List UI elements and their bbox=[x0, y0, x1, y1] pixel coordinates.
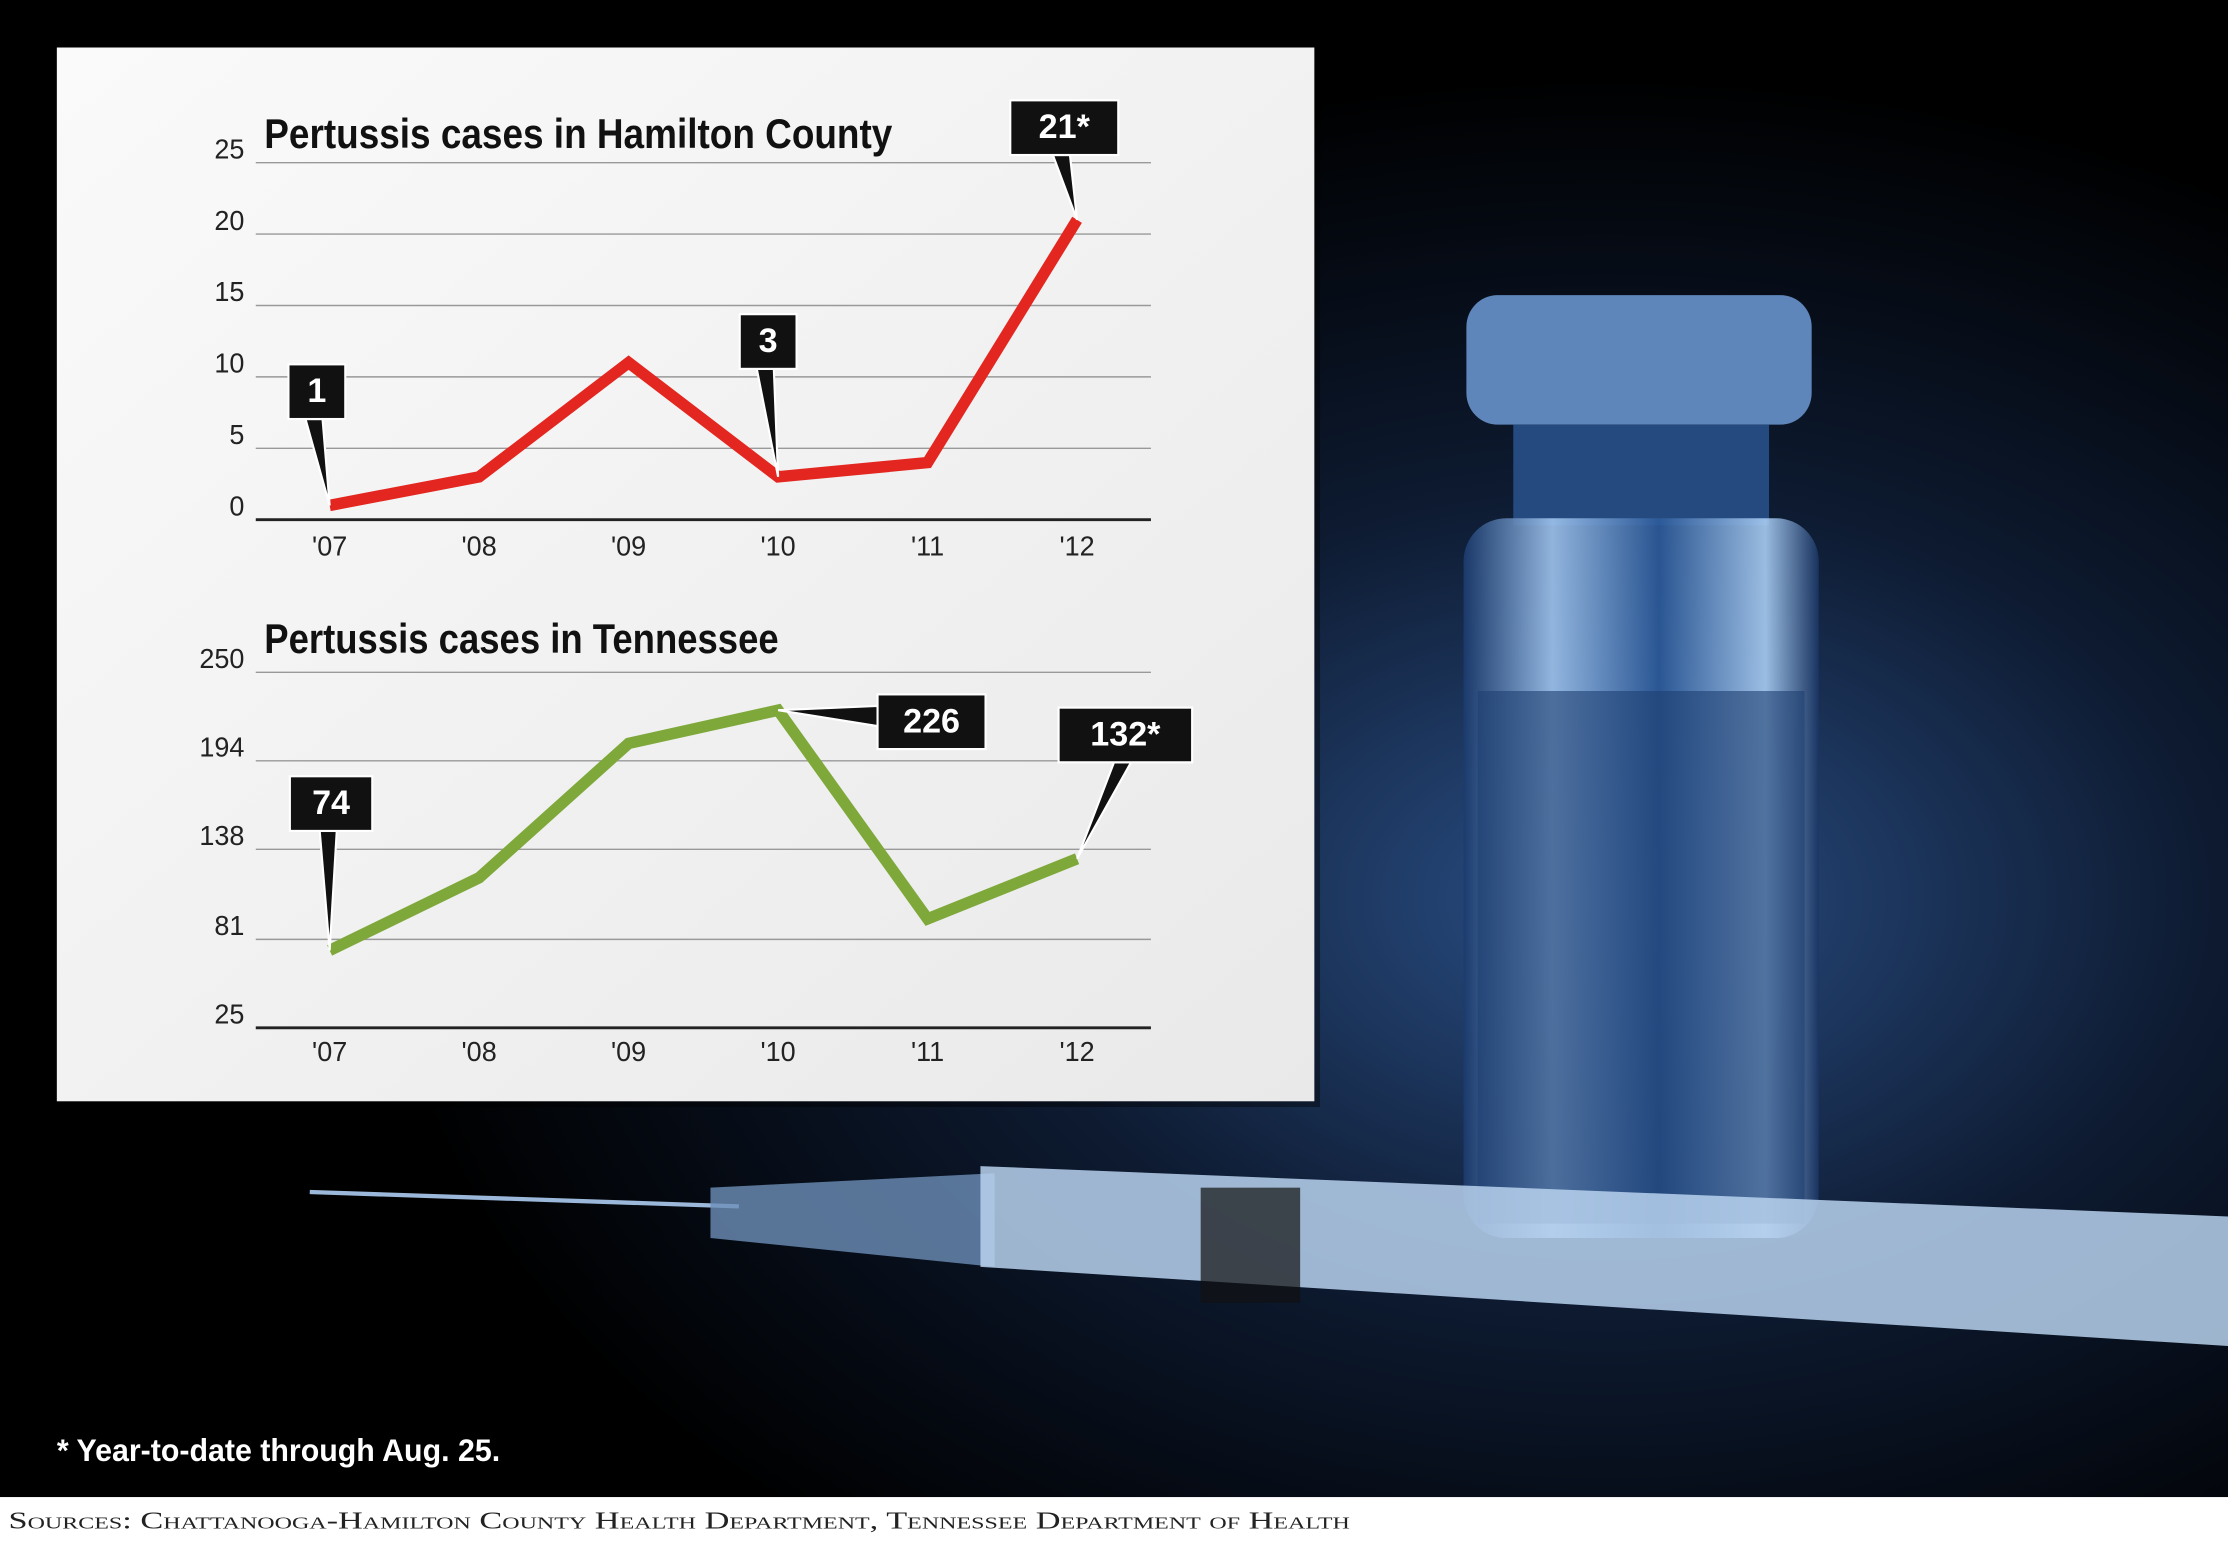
data-line bbox=[328, 216, 1082, 512]
y-tick-label: 15 bbox=[214, 276, 244, 307]
callout-box bbox=[876, 693, 987, 751]
value-label: 132* bbox=[1090, 715, 1161, 753]
callout-box bbox=[738, 313, 798, 370]
data-line bbox=[327, 703, 1080, 956]
footnote: * Year-to-date through Aug. 25. bbox=[57, 1433, 500, 1468]
value-label: 226 bbox=[903, 702, 960, 740]
x-tick-label: '10 bbox=[761, 1036, 796, 1067]
callout-box bbox=[288, 775, 374, 833]
x-tick-label: '08 bbox=[462, 531, 497, 562]
source-strip bbox=[0, 1497, 2228, 1549]
chart-title: Pertussis cases in Tennessee bbox=[264, 615, 778, 662]
callout-box bbox=[1009, 99, 1120, 157]
vial-photo bbox=[1463, 295, 1819, 1239]
chart-title: Pertussis cases in Hamilton County bbox=[264, 110, 892, 157]
callout: 21* bbox=[1009, 99, 1120, 221]
value-label: 3 bbox=[759, 322, 778, 360]
x-tick-label: '12 bbox=[1059, 1036, 1094, 1067]
source: Sources: Chattanooga-Hamilton County Hea… bbox=[9, 1508, 1350, 1535]
y-tick-label: 250 bbox=[199, 643, 244, 674]
callout-box bbox=[287, 363, 347, 421]
x-tick-label: '12 bbox=[1059, 531, 1094, 562]
x-tick-label: '11 bbox=[911, 531, 944, 562]
value-label: 74 bbox=[312, 784, 350, 822]
chart-panel bbox=[56, 47, 1315, 1102]
callout: 3 bbox=[738, 313, 798, 478]
syringe-photo bbox=[309, 1166, 2228, 1347]
callout: 226 bbox=[777, 693, 987, 751]
y-tick-label: 138 bbox=[199, 820, 244, 851]
callout: 132* bbox=[1057, 706, 1194, 860]
y-tick-label: 5 bbox=[229, 419, 244, 450]
x-tick-label: '10 bbox=[761, 531, 796, 562]
y-tick-label: 194 bbox=[199, 731, 244, 762]
x-tick-label: '11 bbox=[911, 1036, 944, 1067]
y-tick-label: 0 bbox=[229, 490, 244, 521]
x-tick-label: '07 bbox=[312, 531, 347, 562]
x-tick-label: '08 bbox=[462, 1036, 497, 1067]
x-tick-label: '09 bbox=[611, 1036, 646, 1067]
y-tick-label: 81 bbox=[214, 910, 244, 941]
y-tick-label: 25 bbox=[214, 998, 244, 1029]
callout-box bbox=[1057, 706, 1194, 764]
value-label: 1 bbox=[307, 372, 326, 410]
callout: 1 bbox=[287, 363, 347, 506]
callout: 74 bbox=[288, 775, 374, 951]
y-tick-label: 25 bbox=[214, 133, 244, 164]
y-tick-label: 10 bbox=[214, 347, 244, 378]
x-tick-label: '09 bbox=[611, 531, 646, 562]
y-tick-label: 20 bbox=[214, 205, 244, 236]
value-label: 21* bbox=[1039, 108, 1091, 146]
x-tick-label: '07 bbox=[312, 1036, 347, 1067]
